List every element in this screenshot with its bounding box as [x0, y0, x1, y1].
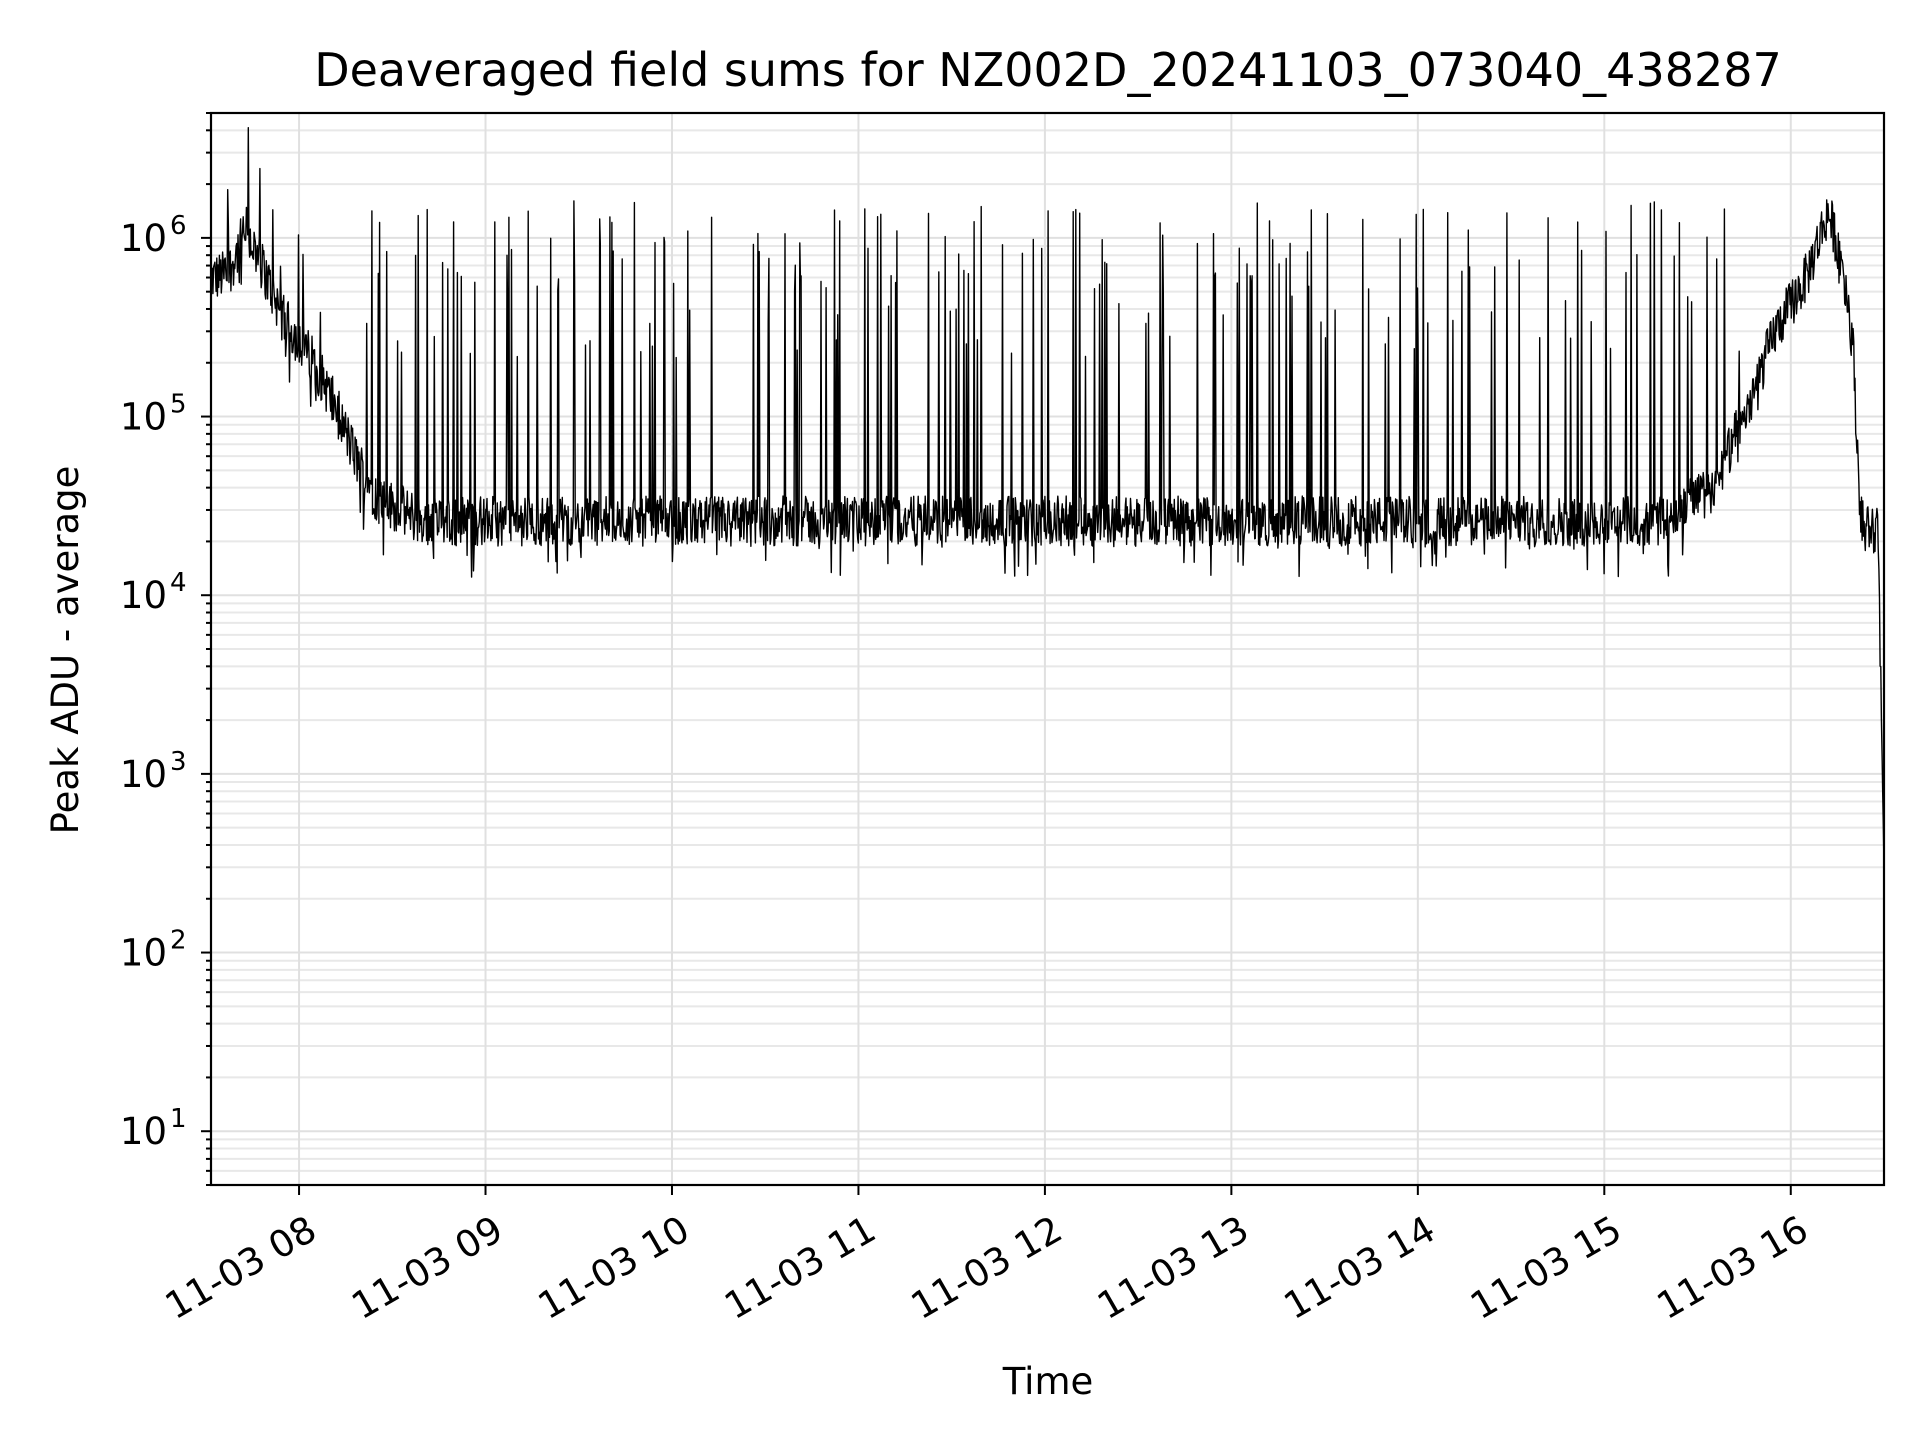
- y-tick-exponent: 5: [170, 390, 187, 420]
- y-tick-exponent: 3: [170, 747, 187, 777]
- y-tick-label: 10: [120, 753, 167, 796]
- x-axis-label: Time: [1002, 1360, 1094, 1403]
- y-tick-exponent: 2: [170, 926, 187, 956]
- y-tick-exponent: 6: [170, 211, 187, 241]
- plot-area: [210, 126, 1885, 868]
- chart-title: Deaveraged field sums for NZ002D_2024110…: [314, 43, 1782, 97]
- y-tick-label: 10: [120, 396, 167, 439]
- y-tick-exponent: 4: [170, 568, 187, 598]
- x-tick-label: 11-03 09: [344, 1208, 510, 1328]
- series-line: [210, 126, 1885, 868]
- y-tick-label: 10: [120, 1110, 167, 1153]
- x-tick-label: 11-03 11: [717, 1208, 883, 1328]
- x-tick-label: 11-03 08: [158, 1208, 324, 1328]
- x-tick-label: 11-03 12: [904, 1208, 1070, 1328]
- y-axis-label: Peak ADU - average: [44, 466, 87, 835]
- x-tick-label: 11-03 14: [1277, 1208, 1443, 1328]
- x-tick-label: 11-03 15: [1463, 1208, 1629, 1328]
- x-axis: 11-03 08 11-03 09 11-03 10 11-03 11 11-03 12…: [158, 1185, 1815, 1328]
- y-tick-label: 10: [120, 574, 167, 617]
- x-tick-label: 11-03 10: [531, 1208, 697, 1328]
- x-tick-label: 11-03 13: [1090, 1208, 1256, 1328]
- y-tick-label: 10: [120, 217, 167, 260]
- x-tick-label: 11-03 16: [1650, 1208, 1816, 1328]
- y-tick-label: 10: [120, 932, 167, 975]
- y-tick-exponent: 1: [170, 1104, 187, 1134]
